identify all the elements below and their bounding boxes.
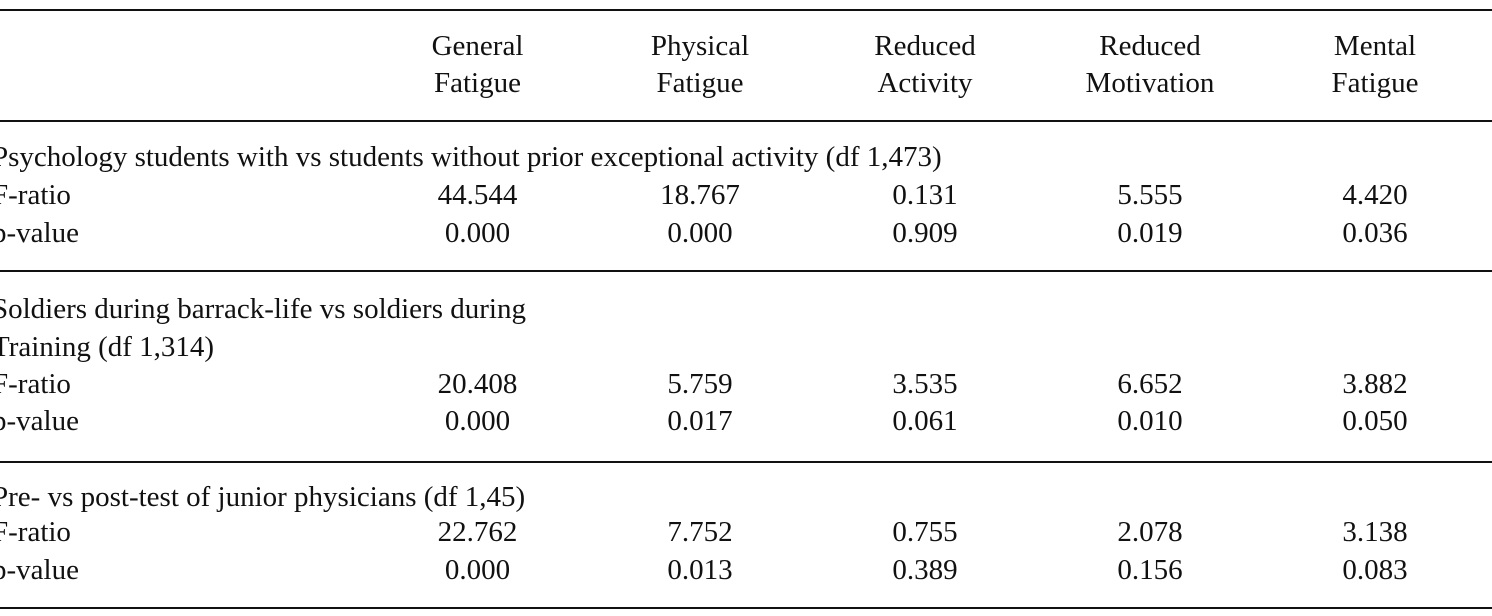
column-header-line: Physical xyxy=(650,30,750,62)
section-title: Pre- vs post-test of junior physicians (… xyxy=(0,481,526,513)
table-cell: 44.544 xyxy=(437,179,518,211)
table-cell: 0.000 xyxy=(444,217,511,249)
table-cell: 0.061 xyxy=(892,405,958,437)
column-header-line: Activity xyxy=(877,67,973,99)
table-cell: 0.156 xyxy=(1117,554,1183,586)
row-label-p-value: p-value xyxy=(0,217,79,249)
row-label-f-ratio: F-ratio xyxy=(0,516,71,548)
header-bottom-rule xyxy=(0,120,1492,122)
column-header-general-fatigue: General Fatigue xyxy=(395,28,560,102)
table-cell: 22.762 xyxy=(437,516,518,548)
table-cell: 0.017 xyxy=(667,405,733,437)
row-label-f-ratio: F-ratio xyxy=(0,179,71,211)
row-label-p-value: p-value xyxy=(0,405,79,437)
column-header-physical-fatigue: Physical Fatigue xyxy=(615,28,785,102)
column-header-line: Reduced xyxy=(874,30,976,62)
table-cell: 0.755 xyxy=(892,516,958,548)
bottom-rule xyxy=(0,607,1492,609)
top-rule xyxy=(0,9,1492,11)
table-cell: 5.555 xyxy=(1117,179,1183,211)
table-cell: 18.767 xyxy=(660,179,740,211)
column-header-line: General xyxy=(431,30,524,62)
section-divider-rule xyxy=(0,270,1492,272)
row-label-f-ratio: F-ratio xyxy=(0,368,71,400)
table-cell: 4.420 xyxy=(1342,179,1408,211)
table-cell: 0.909 xyxy=(892,217,958,249)
table-cell: 7.752 xyxy=(667,516,733,548)
section-title: Soldiers during barrack-life vs soldiers… xyxy=(0,293,526,325)
table-cell: 3.138 xyxy=(1342,516,1408,548)
column-header-line: Reduced xyxy=(1099,30,1201,62)
table-cell: 0.036 xyxy=(1342,217,1408,249)
table-cell: 5.759 xyxy=(667,368,733,400)
table-cell: 3.882 xyxy=(1342,368,1408,400)
table-cell: 2.078 xyxy=(1117,516,1183,548)
table-cell: 0.013 xyxy=(667,554,733,586)
column-header-reduced-activity: Reduced Activity xyxy=(840,28,1010,102)
table-cell: 6.652 xyxy=(1117,368,1183,400)
table-cell: 0.000 xyxy=(444,405,511,437)
column-header-mental-fatigue: Mental Fatigue xyxy=(1295,28,1455,102)
column-header-line: Mental xyxy=(1333,30,1417,62)
table-cell: 0.131 xyxy=(892,179,958,211)
column-header-line: Fatigue xyxy=(656,67,744,99)
column-header-line: Fatigue xyxy=(1331,67,1419,99)
table-cell: 0.050 xyxy=(1342,405,1408,437)
table-cell: 3.535 xyxy=(892,368,958,400)
table-cell: 0.000 xyxy=(667,217,733,249)
column-header-reduced-motivation: Reduced Motivation xyxy=(1055,28,1245,102)
table-cell: 0.019 xyxy=(1117,217,1183,249)
table-cell: 0.010 xyxy=(1117,405,1183,437)
table-cell: 20.408 xyxy=(437,368,518,400)
section-title: Psychology students with vs students wit… xyxy=(0,141,942,173)
table-cell: 0.083 xyxy=(1342,554,1408,586)
table-cell: 0.000 xyxy=(444,554,511,586)
row-label-p-value: p-value xyxy=(0,554,79,586)
column-header-line: Fatigue xyxy=(434,67,521,99)
section-divider-rule xyxy=(0,461,1492,463)
table-cell: 0.389 xyxy=(892,554,958,586)
section-title: Training (df 1,314) xyxy=(0,331,215,363)
column-header-line: Motivation xyxy=(1085,67,1215,99)
